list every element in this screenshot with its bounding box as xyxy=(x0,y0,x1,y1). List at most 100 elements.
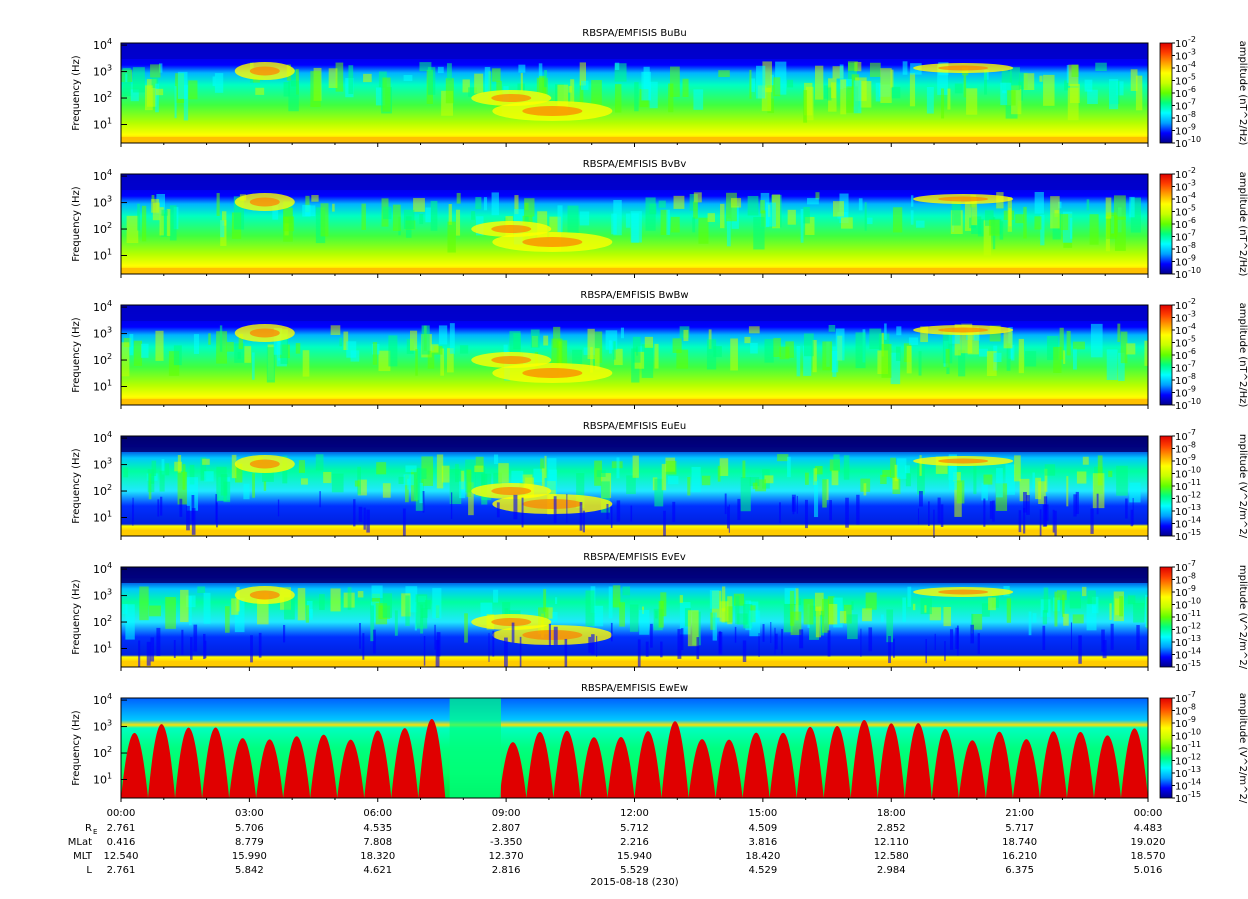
y-tick-exponent: 2 xyxy=(107,483,112,492)
colorbar-tick-label: 10 xyxy=(1175,183,1188,194)
colorbar-tick-exponent: -3 xyxy=(1188,179,1196,188)
ephemeris-value: 18.740 xyxy=(1002,837,1037,848)
ephemeris-value: 12.110 xyxy=(874,837,909,848)
colorbar-tick-exponent: -5 xyxy=(1188,73,1196,82)
colorbar-tick-exponent: -15 xyxy=(1188,528,1201,537)
y-axis-label: Frequency (Hz) xyxy=(71,710,82,786)
y-axis-label: Frequency (Hz) xyxy=(71,55,82,131)
ephemeris-value: 4.535 xyxy=(363,823,392,834)
colorbar-tick-label: 10 xyxy=(1175,626,1188,637)
colorbar-tick-exponent: -2 xyxy=(1188,297,1196,306)
x-tick-label: 15:00 xyxy=(748,808,777,819)
y-tick-label: 10 xyxy=(93,354,107,367)
colorbar-tick-label: 10 xyxy=(1175,782,1188,793)
colorbar-tick-exponent: -12 xyxy=(1188,753,1201,762)
y-tick-exponent: 1 xyxy=(107,771,112,780)
y-tick-label: 10 xyxy=(93,328,107,341)
x-tick-label: 06:00 xyxy=(363,808,392,819)
heatmap xyxy=(121,436,1148,536)
y-tick-label: 10 xyxy=(93,616,107,629)
heatmap xyxy=(121,43,1148,143)
ephemeris-value: 2.807 xyxy=(492,823,521,834)
colorbar-tick-exponent: -7 xyxy=(1188,360,1196,369)
colorbar-tick-label: 10 xyxy=(1175,769,1188,780)
colorbar-label: amplitude (nT^2/Hz) xyxy=(1237,172,1248,277)
ephemeris-value: 5.712 xyxy=(620,823,649,834)
y-tick-exponent: 1 xyxy=(107,509,112,518)
colorbar xyxy=(1159,304,1173,406)
heatmap xyxy=(121,174,1148,274)
colorbar-tick-label: 10 xyxy=(1175,314,1188,325)
y-tick-exponent: 4 xyxy=(107,168,112,177)
colorbar-tick-label: 10 xyxy=(1175,401,1188,412)
colorbar-tick-label: 10 xyxy=(1175,470,1188,481)
x-tick-label: 00:00 xyxy=(107,808,136,819)
colorbar-tick-label: 10 xyxy=(1175,170,1188,181)
ephemeris-label: L xyxy=(86,865,92,876)
y-tick-label: 10 xyxy=(93,721,107,734)
colorbar-tick-label: 10 xyxy=(1175,445,1188,456)
y-tick-label: 10 xyxy=(93,590,107,603)
y-tick-label: 10 xyxy=(93,485,107,498)
colorbar-tick-label: 10 xyxy=(1175,339,1188,350)
y-tick-exponent: 2 xyxy=(107,745,112,754)
x-tick-label: 09:00 xyxy=(492,808,521,819)
x-tick-label: 12:00 xyxy=(620,808,649,819)
y-tick-label: 10 xyxy=(93,511,107,524)
colorbar xyxy=(1159,697,1173,799)
colorbar-tick-exponent: -8 xyxy=(1188,110,1196,119)
colorbar-tick-label: 10 xyxy=(1175,326,1188,337)
y-tick-exponent: 4 xyxy=(107,430,112,439)
colorbar xyxy=(1159,566,1173,668)
colorbar-label: amplitude (nT^2/Hz) xyxy=(1237,41,1248,146)
colorbar-label: mplitude (V^2/m^2/ xyxy=(1237,565,1248,670)
y-tick-exponent: 2 xyxy=(107,221,112,230)
ephemeris-value: 16.210 xyxy=(1002,851,1037,862)
colorbar-tick-label: 10 xyxy=(1175,270,1188,281)
ephemeris-label: MLat xyxy=(68,837,92,848)
colorbar-tick-exponent: -9 xyxy=(1188,254,1196,263)
colorbar-tick-exponent: -12 xyxy=(1188,622,1201,631)
y-tick-label: 10 xyxy=(93,39,107,52)
colorbar-tick-label: 10 xyxy=(1175,64,1188,75)
colorbar-tick-label: 10 xyxy=(1175,613,1188,624)
y-tick-exponent: 1 xyxy=(107,640,112,649)
ephemeris-value: 0.416 xyxy=(107,837,136,848)
colorbar-tick-label: 10 xyxy=(1175,532,1188,543)
y-tick-exponent: 1 xyxy=(107,116,112,125)
colorbar-tick-exponent: -12 xyxy=(1188,491,1201,500)
colorbar-tick-label: 10 xyxy=(1175,588,1188,599)
colorbar-tick-label: 10 xyxy=(1175,39,1188,50)
colorbar-tick-exponent: -8 xyxy=(1188,703,1196,712)
colorbar-tick-label: 10 xyxy=(1175,694,1188,705)
heatmap xyxy=(121,567,1148,667)
y-tick-exponent: 3 xyxy=(107,326,112,335)
y-tick-label: 10 xyxy=(93,170,107,183)
colorbar-tick-exponent: -3 xyxy=(1188,48,1196,57)
y-tick-label: 10 xyxy=(93,432,107,445)
ephemeris-value: 18.320 xyxy=(360,851,395,862)
colorbar-tick-exponent: -5 xyxy=(1188,204,1196,213)
ephemeris-value: 18.420 xyxy=(745,851,780,862)
colorbar-tick-exponent: -13 xyxy=(1188,634,1201,643)
colorbar-tick-label: 10 xyxy=(1175,208,1188,219)
colorbar-tick-exponent: -11 xyxy=(1188,478,1201,487)
ephemeris-value: 2.816 xyxy=(492,865,521,876)
ephemeris-value: 15.940 xyxy=(617,851,652,862)
y-axis-label: Frequency (Hz) xyxy=(71,317,82,393)
colorbar-tick-label: 10 xyxy=(1175,301,1188,312)
x-tick-label: 03:00 xyxy=(235,808,264,819)
panel-title: RBSPA/EMFISIS EuEu xyxy=(583,421,686,432)
colorbar-tick-label: 10 xyxy=(1175,651,1188,662)
ephemeris-value: 8.779 xyxy=(235,837,264,848)
ephemeris-value: 6.375 xyxy=(1005,865,1034,876)
ephemeris-value: 12.370 xyxy=(489,851,524,862)
y-tick-label: 10 xyxy=(93,380,107,393)
ephemeris-value: 7.808 xyxy=(363,837,392,848)
ephemeris-value: 5.706 xyxy=(235,823,264,834)
colorbar-tick-label: 10 xyxy=(1175,757,1188,768)
ephemeris-value: 2.761 xyxy=(107,865,136,876)
y-tick-label: 10 xyxy=(93,92,107,105)
colorbar-tick-label: 10 xyxy=(1175,638,1188,649)
